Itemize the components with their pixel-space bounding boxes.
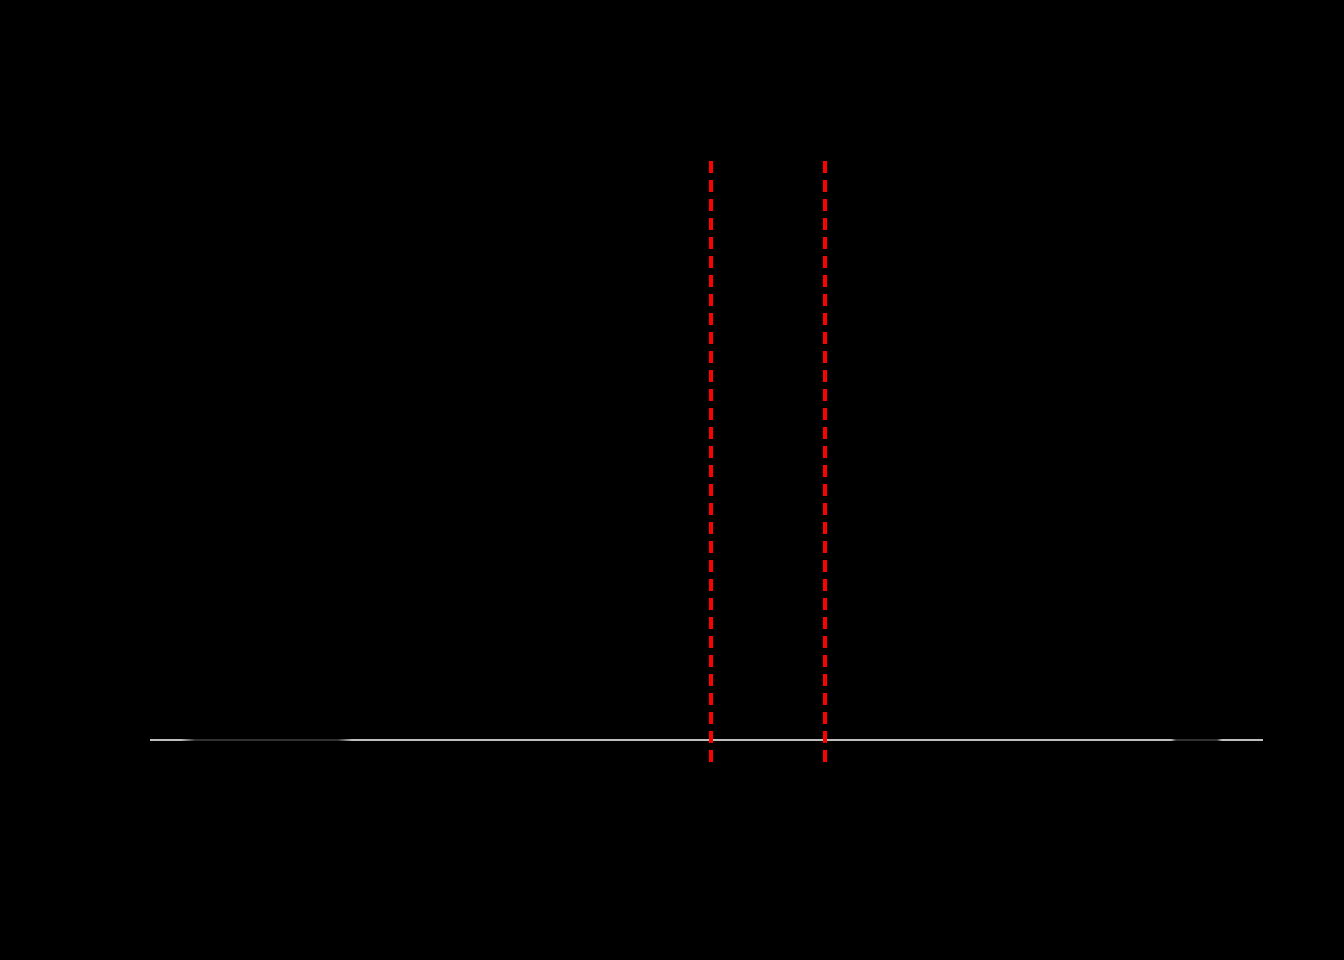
red-dashed-reference-line-right bbox=[823, 161, 827, 765]
red-dashed-reference-line-left bbox=[709, 161, 713, 765]
zero-baseline bbox=[150, 739, 1263, 741]
